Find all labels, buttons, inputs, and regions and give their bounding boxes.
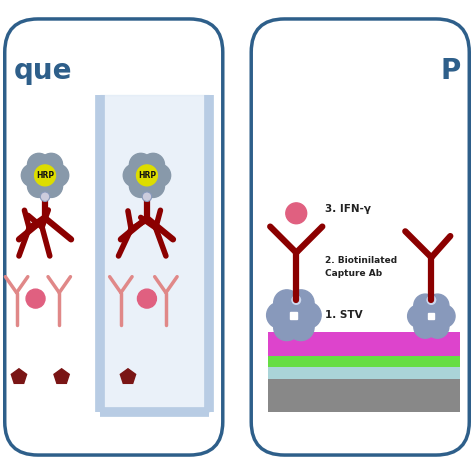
Circle shape — [288, 314, 314, 340]
Circle shape — [137, 165, 157, 186]
Circle shape — [266, 302, 293, 328]
Circle shape — [137, 289, 156, 308]
Circle shape — [27, 175, 50, 198]
Circle shape — [123, 164, 146, 187]
Polygon shape — [11, 369, 27, 383]
Circle shape — [36, 166, 55, 185]
Circle shape — [142, 192, 152, 201]
Bar — [144, 173, 150, 178]
Bar — [100, 95, 209, 412]
Circle shape — [414, 316, 437, 338]
Circle shape — [273, 290, 300, 316]
Bar — [291, 312, 297, 319]
Bar — [268, 356, 460, 367]
Polygon shape — [120, 369, 136, 383]
Circle shape — [286, 203, 307, 224]
Bar — [42, 173, 48, 178]
FancyBboxPatch shape — [5, 19, 223, 455]
Text: HRP: HRP — [138, 171, 156, 180]
Circle shape — [288, 290, 314, 316]
Circle shape — [21, 164, 44, 187]
Circle shape — [40, 153, 63, 176]
Text: HRP: HRP — [36, 171, 54, 180]
Circle shape — [426, 294, 437, 306]
Circle shape — [35, 165, 55, 186]
Circle shape — [129, 153, 152, 176]
Text: 3. IFN-γ: 3. IFN-γ — [325, 203, 371, 214]
Circle shape — [142, 175, 164, 198]
Circle shape — [148, 164, 171, 187]
Circle shape — [422, 307, 441, 326]
Circle shape — [283, 304, 305, 326]
Circle shape — [426, 294, 449, 317]
Text: que: que — [14, 57, 73, 85]
Bar — [268, 332, 460, 356]
Circle shape — [273, 314, 300, 340]
Bar — [428, 313, 434, 319]
Circle shape — [295, 302, 321, 328]
Bar — [268, 379, 460, 412]
FancyBboxPatch shape — [251, 19, 469, 455]
Text: 1. STV: 1. STV — [325, 310, 362, 320]
Text: 2. Biotinilated
Capture Ab: 2. Biotinilated Capture Ab — [325, 256, 397, 278]
Circle shape — [142, 153, 164, 176]
Circle shape — [129, 175, 152, 198]
Circle shape — [408, 305, 430, 328]
Circle shape — [26, 289, 45, 308]
Circle shape — [137, 166, 156, 185]
Bar — [268, 367, 460, 379]
Polygon shape — [54, 369, 69, 383]
Circle shape — [432, 305, 455, 328]
Circle shape — [426, 316, 449, 338]
Circle shape — [40, 192, 50, 201]
Circle shape — [40, 175, 63, 198]
Circle shape — [46, 164, 69, 187]
Circle shape — [27, 153, 50, 176]
Circle shape — [291, 294, 302, 306]
Text: P: P — [441, 57, 461, 85]
Circle shape — [414, 294, 437, 317]
